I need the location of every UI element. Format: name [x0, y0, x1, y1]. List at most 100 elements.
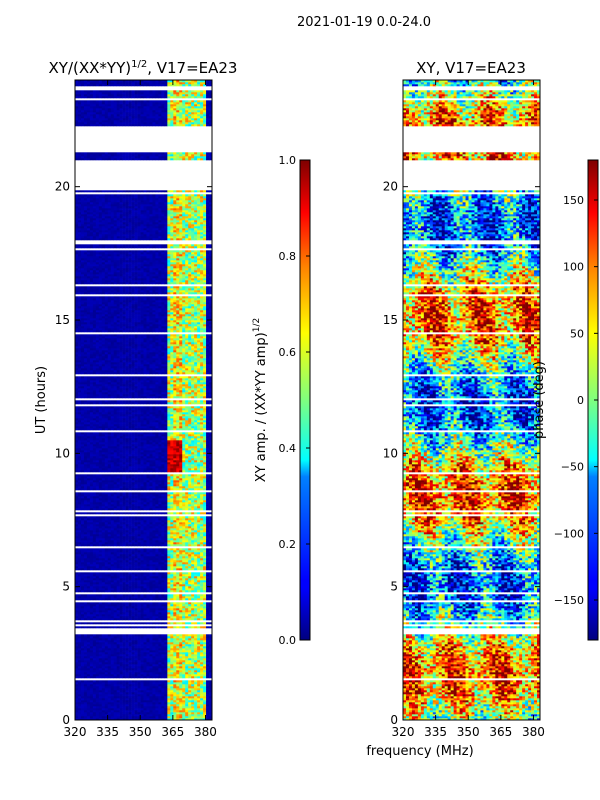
- amplitude-cell: [122, 598, 126, 601]
- amplitude-cell: [86, 610, 91, 613]
- amplitude-cell: [209, 612, 212, 615]
- amplitude-cell: [158, 506, 162, 509]
- amplitude-cell: [83, 604, 88, 607]
- amplitude-cell: [101, 528, 106, 531]
- amplitude-cell: [182, 530, 186, 533]
- amplitude-cell: [200, 582, 204, 585]
- amplitude-cell: [182, 534, 186, 537]
- amplitude-cell: [200, 518, 204, 521]
- amplitude-cell: [140, 574, 144, 577]
- amplitude-cell: [110, 566, 115, 569]
- amplitude-cell: [140, 670, 144, 673]
- amplitude-cell: [149, 700, 153, 703]
- amplitude-cell: [122, 498, 126, 501]
- amplitude-cell: [137, 576, 141, 579]
- amplitude-cell: [92, 708, 97, 711]
- amplitude-cell: [179, 714, 183, 717]
- amplitude-cell: [80, 652, 85, 655]
- amplitude-cell: [125, 544, 129, 547]
- amplitude-cell: [137, 478, 141, 481]
- amplitude-cell: [77, 548, 82, 551]
- amplitude-cell: [185, 610, 189, 613]
- amplitude-cell: [185, 494, 189, 497]
- amplitude-cell: [92, 670, 97, 673]
- amplitude-cell: [140, 560, 144, 563]
- amplitude-cell: [161, 578, 165, 581]
- amplitude-cell: [176, 704, 180, 707]
- amplitude-cell: [101, 704, 106, 707]
- amplitude-cell: [185, 694, 189, 697]
- amplitude-cell: [98, 542, 103, 545]
- amplitude-cell: [128, 478, 132, 481]
- amplitude-cell: [161, 590, 165, 593]
- amplitude-cell: [113, 694, 117, 697]
- amplitude-cell: [170, 622, 174, 625]
- amplitude-cell: [107, 548, 112, 551]
- amplitude-cell: [83, 550, 88, 553]
- amplitude-cell: [197, 498, 201, 501]
- amplitude-cell: [164, 554, 168, 557]
- amplitude-cell: [113, 544, 117, 547]
- amplitude-cell: [119, 606, 123, 609]
- amplitude-cell: [161, 550, 165, 553]
- amplitude-cell: [131, 512, 135, 515]
- amplitude-cell: [146, 556, 150, 559]
- amplitude-cell: [203, 590, 207, 593]
- amplitude-cell: [167, 504, 171, 507]
- amplitude-cell: [104, 506, 109, 509]
- amplitude-cell: [131, 622, 135, 625]
- amplitude-cell: [179, 586, 183, 589]
- amplitude-cell: [113, 488, 117, 491]
- amplitude-cell: [197, 500, 201, 503]
- amplitude-cell: [209, 562, 212, 565]
- amplitude-cell: [134, 648, 138, 651]
- amplitude-cell: [164, 508, 168, 511]
- amplitude-cell: [101, 532, 106, 535]
- amplitude-cell: [140, 690, 144, 693]
- amplitude-cell: [176, 692, 180, 695]
- amplitude-cell: [185, 518, 189, 521]
- amplitude-cell: [152, 658, 156, 661]
- amplitude-cell: [137, 482, 141, 485]
- amplitude-cell: [77, 612, 82, 615]
- amplitude-cell: [104, 594, 109, 597]
- amplitude-cell: [155, 598, 159, 601]
- amplitude-cell: [149, 500, 153, 503]
- amplitude-cell: [80, 612, 85, 615]
- amplitude-cell: [98, 586, 103, 589]
- amplitude-cell: [131, 696, 135, 699]
- amplitude-cell: [107, 654, 112, 657]
- amplitude-cell: [80, 638, 85, 641]
- amplitude-cell: [101, 502, 106, 505]
- amplitude-cell: [206, 542, 210, 545]
- amplitude-cell: [119, 588, 123, 591]
- amplitude-cell: [107, 558, 112, 561]
- amplitude-cell: [173, 520, 177, 523]
- amplitude-cell: [191, 662, 195, 665]
- amplitude-cell: [203, 706, 207, 709]
- amplitude-cell: [122, 648, 126, 651]
- amplitude-cell: [98, 714, 103, 717]
- amplitude-cell: [77, 580, 82, 583]
- amplitude-cell: [203, 516, 207, 519]
- amplitude-cell: [182, 638, 186, 641]
- amplitude-cell: [149, 584, 153, 587]
- amplitude-cell: [77, 606, 82, 609]
- amplitude-cell: [173, 694, 177, 697]
- amplitude-cell: [182, 578, 186, 581]
- amplitude-cell: [75, 498, 79, 501]
- amplitude-cell: [86, 560, 91, 563]
- amplitude-cell: [107, 488, 112, 491]
- amplitude-cell: [203, 690, 207, 693]
- amplitude-cell: [86, 618, 91, 621]
- amplitude-cell: [191, 636, 195, 639]
- amplitude-cell: [140, 558, 144, 561]
- amplitude-cell: [200, 658, 204, 661]
- amplitude-cell: [110, 484, 115, 487]
- amplitude-cell: [158, 594, 162, 597]
- amplitude-cell: [128, 682, 132, 685]
- amplitude-cell: [209, 548, 212, 551]
- amplitude-cell: [128, 666, 132, 669]
- amplitude-cell: [146, 484, 150, 487]
- amplitude-cell: [149, 652, 153, 655]
